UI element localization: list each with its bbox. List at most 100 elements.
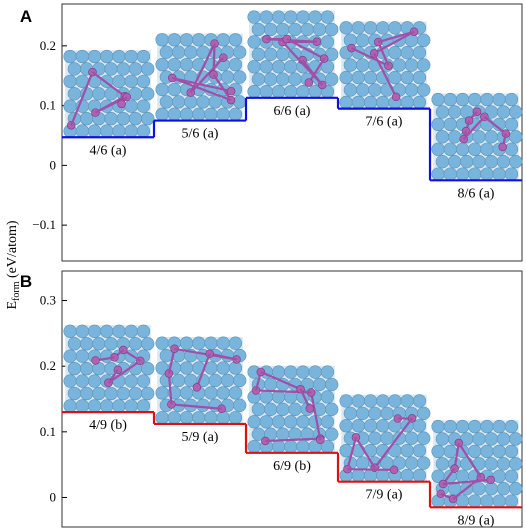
bond bbox=[347, 468, 395, 471]
large-atom bbox=[509, 432, 523, 446]
large-atom bbox=[288, 72, 302, 86]
large-atom bbox=[216, 386, 230, 400]
large-atom bbox=[460, 105, 474, 119]
large-atom bbox=[504, 419, 519, 434]
large-atom bbox=[136, 49, 151, 64]
large-atom bbox=[443, 142, 457, 156]
large-atom bbox=[496, 457, 511, 471]
bond bbox=[281, 41, 324, 86]
large-atom bbox=[468, 167, 482, 181]
step-label: 6/9 (b) bbox=[273, 459, 311, 474]
large-atom bbox=[104, 386, 118, 401]
large-atom bbox=[400, 70, 414, 85]
large-atom bbox=[480, 444, 494, 459]
large-atom bbox=[92, 87, 106, 101]
large-atom bbox=[79, 386, 94, 401]
large-atom bbox=[412, 95, 427, 110]
large-atom bbox=[136, 324, 151, 338]
large-atom bbox=[112, 124, 126, 138]
large-atom bbox=[355, 83, 370, 97]
large-atom bbox=[208, 373, 222, 388]
bond bbox=[70, 71, 94, 126]
structure-image bbox=[247, 365, 339, 454]
large-atom bbox=[325, 427, 339, 441]
large-atom bbox=[435, 105, 450, 119]
large-atom bbox=[484, 432, 498, 446]
large-atom bbox=[417, 58, 431, 72]
large-atom bbox=[320, 390, 335, 404]
large-atom bbox=[136, 124, 151, 138]
y-tick-label: 0 bbox=[50, 489, 57, 504]
large-atom bbox=[216, 336, 230, 350]
large-atom bbox=[431, 92, 445, 107]
large-atom bbox=[233, 373, 247, 388]
bond bbox=[91, 71, 126, 98]
bond bbox=[453, 442, 460, 469]
large-atom bbox=[179, 57, 194, 72]
large-atom bbox=[67, 386, 82, 401]
large-atom bbox=[87, 49, 102, 64]
step-label: 6/6 (a) bbox=[274, 104, 311, 119]
large-atom bbox=[417, 456, 431, 470]
large-atom bbox=[271, 415, 286, 429]
structure-image bbox=[339, 21, 431, 110]
large-atom bbox=[220, 70, 235, 84]
large-atom bbox=[447, 105, 462, 119]
large-atom bbox=[75, 49, 89, 64]
large-atom bbox=[233, 398, 247, 412]
panel-b: B 0 0.1 0.2 0.3 4/9 (b) 5/9 (a) 6/9 (b) 7/9 (a) 8… bbox=[20, 270, 523, 528]
large-atom bbox=[100, 124, 114, 138]
large-atom bbox=[412, 46, 427, 60]
large-atom bbox=[380, 406, 394, 421]
large-atom bbox=[247, 84, 261, 99]
large-atom bbox=[216, 411, 230, 425]
step-label: 4/9 (b) bbox=[89, 418, 127, 433]
large-atom bbox=[339, 394, 353, 408]
large-atom bbox=[480, 92, 494, 107]
structure-image bbox=[431, 419, 523, 508]
plot-frame bbox=[61, 3, 523, 262]
large-atom bbox=[435, 155, 450, 169]
large-atom bbox=[388, 394, 402, 408]
large-atom bbox=[124, 324, 138, 338]
large-atom bbox=[400, 46, 414, 60]
structure-image bbox=[155, 33, 247, 121]
step-label: 5/6 (a) bbox=[182, 127, 219, 142]
large-atom bbox=[284, 439, 298, 454]
large-atom bbox=[192, 336, 206, 350]
large-atom bbox=[363, 95, 378, 110]
large-atom bbox=[263, 377, 278, 392]
large-atom bbox=[87, 124, 102, 138]
large-atom bbox=[480, 142, 494, 156]
structure-image bbox=[155, 336, 247, 425]
bond bbox=[189, 43, 216, 94]
large-atom bbox=[208, 95, 222, 109]
large-atom bbox=[228, 57, 243, 72]
y-tick-label: 0.2 bbox=[40, 38, 56, 53]
large-atom bbox=[368, 406, 382, 421]
large-atom bbox=[196, 398, 210, 412]
large-atom bbox=[228, 336, 243, 350]
large-atom bbox=[388, 21, 402, 35]
y-tick-label: 0.3 bbox=[40, 293, 56, 308]
large-atom bbox=[455, 167, 470, 181]
large-atom bbox=[75, 374, 89, 388]
large-atom bbox=[455, 419, 470, 434]
large-atom bbox=[100, 49, 114, 64]
large-atom bbox=[312, 377, 327, 392]
structure-image bbox=[63, 324, 155, 413]
large-atom bbox=[136, 74, 151, 89]
large-atom bbox=[128, 87, 143, 101]
small-atom bbox=[304, 78, 314, 87]
large-atom bbox=[355, 33, 370, 47]
large-atom bbox=[184, 95, 198, 109]
bond bbox=[286, 37, 325, 60]
large-atom bbox=[63, 99, 77, 113]
bond bbox=[107, 359, 141, 384]
large-atom bbox=[259, 390, 273, 404]
large-atom bbox=[404, 431, 419, 445]
large-atom bbox=[116, 386, 130, 401]
bond bbox=[377, 30, 415, 44]
step-label: 5/9 (a) bbox=[182, 430, 219, 445]
